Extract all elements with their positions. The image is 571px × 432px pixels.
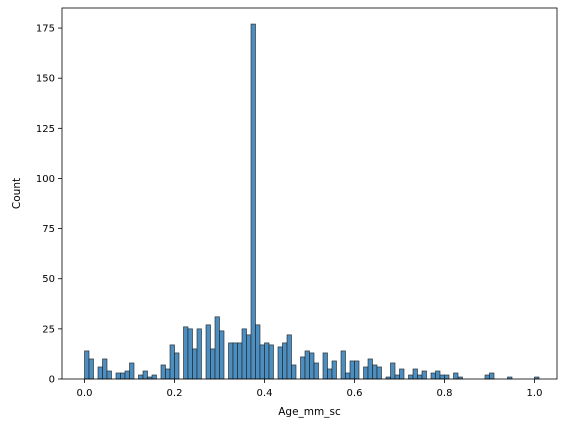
histogram-bar <box>160 364 166 380</box>
histogram-bar <box>210 348 216 380</box>
histogram-bar <box>183 326 189 380</box>
histogram-bar <box>142 370 148 380</box>
histogram-bar <box>412 368 418 380</box>
x-tick-label: 0.4 <box>257 388 273 399</box>
histogram-bar <box>214 316 220 380</box>
y-tick-label: 100 <box>36 174 55 185</box>
histogram-bar <box>435 370 441 380</box>
histogram-bar <box>489 372 495 380</box>
histogram-bar <box>453 372 459 380</box>
histogram-bar <box>187 328 193 380</box>
histogram-bar <box>115 372 121 380</box>
x-tick-label: 0.6 <box>347 388 363 399</box>
histogram-bar <box>192 348 198 380</box>
x-tick-label: 0.2 <box>167 388 183 399</box>
histogram-bar <box>444 374 450 380</box>
x-axis-label: Age_mm_sc <box>278 406 341 418</box>
y-axis-label: Count <box>11 178 23 209</box>
histogram-bar <box>367 358 373 380</box>
histogram-bar <box>169 344 175 380</box>
histogram-bar <box>349 360 355 380</box>
histogram-bar <box>363 366 369 380</box>
histogram-bar <box>165 368 171 380</box>
bars-layer <box>84 23 540 380</box>
histogram-bar <box>309 352 315 380</box>
histogram-bar <box>246 334 252 380</box>
histogram-bar <box>237 342 243 380</box>
histogram-bar <box>219 330 225 380</box>
histogram-bar <box>394 374 400 380</box>
histogram-bar <box>300 356 306 380</box>
y-tick-label: 125 <box>36 124 55 135</box>
histogram-bar <box>124 370 130 380</box>
y-tick-label: 0 <box>49 375 55 386</box>
y-tick-label: 175 <box>36 24 55 35</box>
histogram-bar <box>264 342 270 380</box>
histogram-bar <box>408 374 414 380</box>
histogram-bar <box>151 374 157 380</box>
histogram-bar <box>250 23 256 380</box>
x-tick-label: 0.8 <box>437 388 453 399</box>
histogram-bar <box>97 366 103 380</box>
y-tick-label: 50 <box>42 274 55 285</box>
histogram-bar <box>277 346 283 380</box>
histogram-bar <box>345 372 351 380</box>
histogram-bar <box>282 342 288 380</box>
histogram-bar <box>196 328 202 380</box>
histogram-bar <box>255 324 261 380</box>
y-tick-label: 25 <box>42 324 55 335</box>
histogram-bar <box>390 362 396 380</box>
histogram-bar <box>340 350 346 380</box>
histogram-bar <box>327 368 333 380</box>
histogram-bar <box>399 368 405 380</box>
histogram-bar <box>174 352 180 380</box>
histogram-bar <box>376 366 382 380</box>
histogram-bar <box>439 374 445 380</box>
x-tick-label: 0.0 <box>77 388 93 399</box>
histogram-bar <box>232 342 238 380</box>
histogram-bar <box>102 358 108 380</box>
plot-frame <box>61 7 558 380</box>
y-tick-label: 150 <box>36 74 55 85</box>
histogram-bar <box>84 350 90 380</box>
histogram-bar <box>106 370 112 380</box>
histogram-bar <box>372 364 378 380</box>
histogram-bar <box>138 374 144 380</box>
histogram-bar <box>120 372 126 380</box>
histogram-bar <box>331 360 337 380</box>
histogram-bar <box>88 358 94 380</box>
y-tick-label: 75 <box>42 224 55 235</box>
histogram-bar <box>205 324 211 380</box>
histogram-bar <box>417 374 423 380</box>
histogram-bar <box>259 344 265 380</box>
histogram-bar <box>268 344 274 380</box>
histogram-bar <box>322 352 328 380</box>
histogram-bar <box>313 362 319 380</box>
histogram-bar <box>354 360 360 380</box>
histogram-bar <box>484 374 490 380</box>
histogram-bar <box>129 362 135 380</box>
x-tick-label: 1.0 <box>527 388 543 399</box>
y-axis-ticks: 0 25 50 75 100 125 150 175 <box>36 24 62 386</box>
histogram-bar <box>291 364 297 380</box>
histogram-bar <box>430 372 436 380</box>
histogram-bar <box>304 350 310 380</box>
histogram-bar <box>228 342 234 380</box>
histogram-bar <box>286 334 292 380</box>
histogram-bar <box>241 328 247 380</box>
x-axis-ticks: 0.0 0.2 0.4 0.6 0.8 1.0 <box>77 379 543 399</box>
histogram-bar <box>421 370 427 380</box>
